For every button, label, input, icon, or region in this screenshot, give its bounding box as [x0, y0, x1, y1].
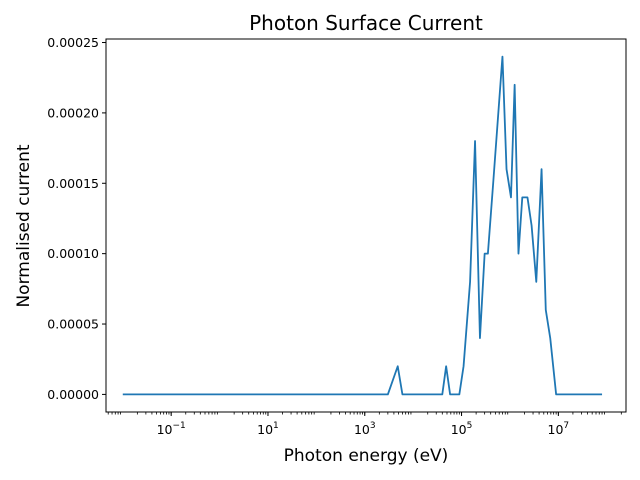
y-tick-label: 0.00020 [47, 105, 99, 120]
x-tick-label: 103 [354, 421, 376, 437]
y-tick-label: 0.00025 [47, 35, 99, 50]
y-tick-label: 0.00015 [47, 176, 99, 191]
x-tick-exponent: 1 [273, 421, 279, 431]
x-tick-exponent: 5 [467, 421, 473, 431]
x-tick-base: 10 [157, 422, 173, 437]
x-tick-base: 10 [548, 422, 564, 437]
x-axis-label: Photon energy (eV) [284, 446, 449, 466]
x-tick-exponent: 7 [563, 421, 569, 431]
plot-frame [105, 38, 627, 413]
x-tick-base: 10 [451, 422, 467, 437]
series-line-0 [122, 55, 603, 396]
y-axis-label: Normalised current [14, 144, 34, 307]
x-tick-base: 10 [257, 422, 273, 437]
x-axis: 10−1 101 103 105 107 [107, 412, 622, 437]
chart-title: Photon Surface Current [249, 11, 483, 35]
x-tick-label: 10−1 [157, 421, 186, 437]
x-tick-label: 101 [257, 421, 279, 437]
x-tick-label: 105 [451, 421, 473, 437]
x-tick-exponent: −1 [172, 421, 185, 431]
plot-area [122, 55, 603, 396]
x-tick-exponent: 3 [370, 421, 376, 431]
x-tick-label: 107 [548, 421, 570, 437]
y-tick-label: 0.00010 [47, 246, 99, 261]
y-axis: 0.00000 0.00005 0.00010 0.00015 0.00020 0.000… [47, 35, 106, 402]
y-tick-label: 0.00000 [47, 387, 99, 402]
x-tick-base: 10 [354, 422, 370, 437]
y-tick-label: 0.00005 [47, 317, 99, 332]
